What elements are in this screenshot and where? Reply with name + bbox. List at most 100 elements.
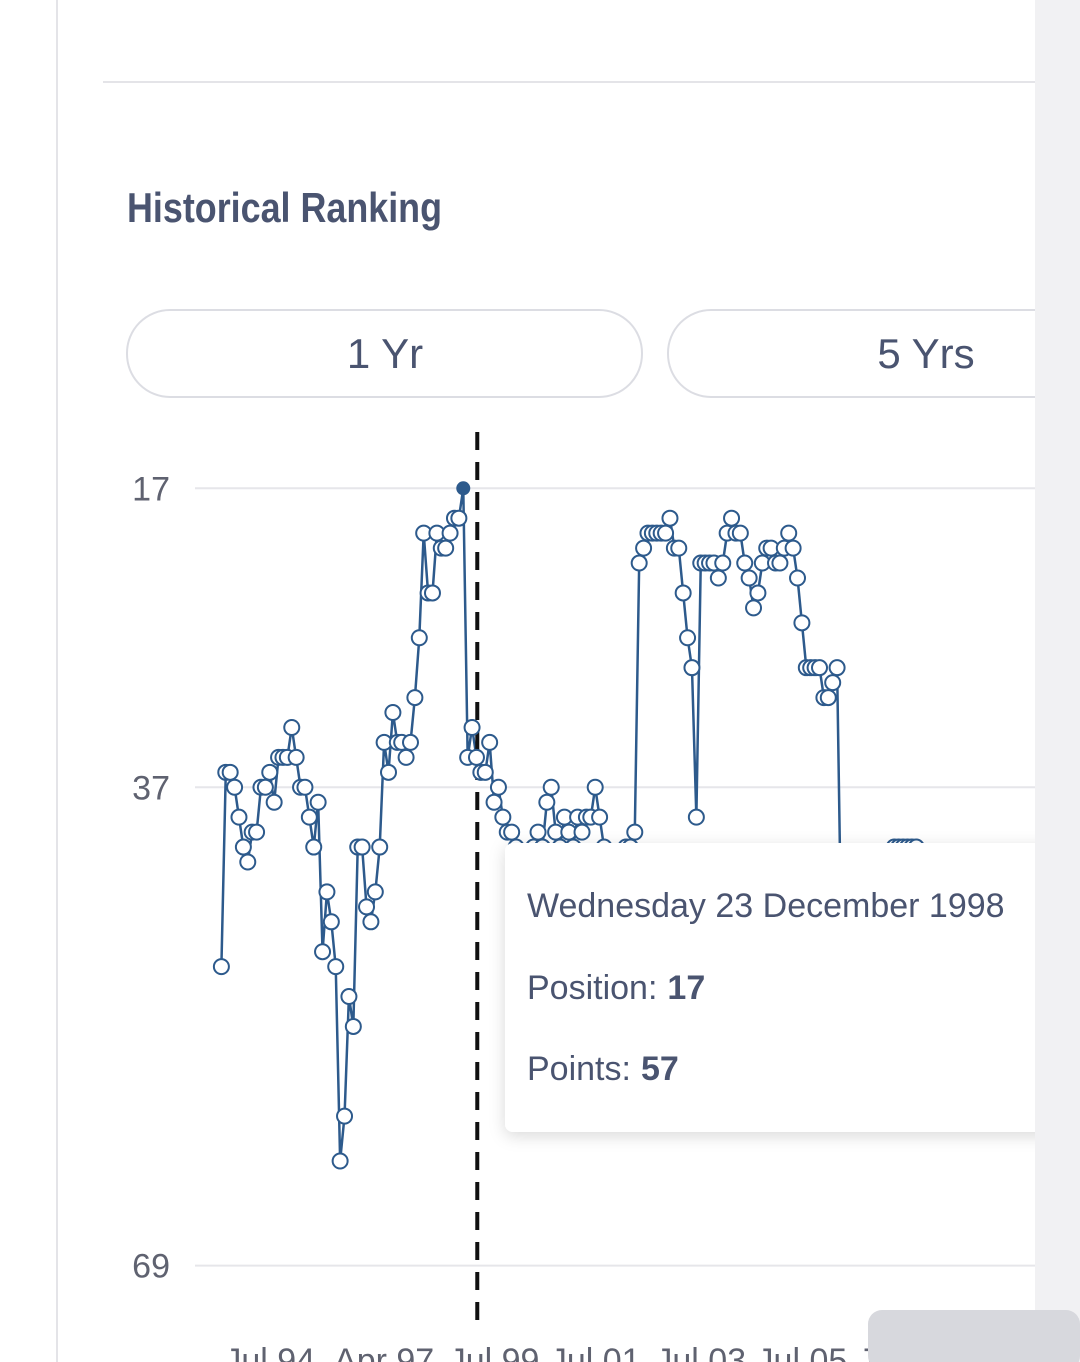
point	[239, 853, 257, 871]
hover-point	[456, 481, 471, 496]
point	[489, 778, 507, 796]
x-tick-label: Apr 97	[334, 1342, 434, 1362]
tooltip-label: Points:	[527, 1050, 631, 1088]
point	[740, 569, 758, 587]
point	[256, 778, 274, 796]
point	[745, 599, 763, 617]
section-title: Historical Ranking	[127, 184, 442, 231]
range-button[interactable]: 5 Yrs	[667, 309, 1080, 398]
point	[591, 808, 609, 826]
x-tick-label: Jul 01	[550, 1342, 641, 1362]
tooltip: Wednesday 23 December 1998 Position: 17Po…	[505, 843, 1035, 1132]
point	[221, 763, 239, 781]
point	[287, 748, 305, 766]
point	[723, 509, 741, 527]
point	[397, 748, 415, 766]
point	[265, 793, 283, 811]
tooltip-box	[505, 843, 1035, 1132]
point	[635, 539, 653, 557]
point	[749, 584, 767, 602]
button-label[interactable]: 1 Yr	[347, 330, 423, 377]
x-tick-label: Jul 99	[449, 1342, 540, 1362]
point	[542, 778, 560, 796]
point	[406, 689, 424, 707]
point	[234, 838, 252, 856]
point	[327, 958, 345, 976]
point	[626, 823, 644, 841]
point	[485, 793, 503, 811]
point	[212, 958, 230, 976]
point	[529, 823, 547, 841]
point	[380, 763, 398, 781]
point	[423, 584, 441, 602]
point	[340, 988, 358, 1006]
point	[318, 883, 336, 901]
point	[503, 823, 521, 841]
point	[450, 509, 468, 527]
point	[441, 524, 459, 542]
point	[714, 554, 732, 572]
button-label[interactable]: 5 Yrs	[877, 330, 974, 377]
point	[384, 704, 402, 722]
x-tick-label: Jul 05	[757, 1342, 848, 1362]
point	[780, 524, 798, 542]
point	[709, 569, 727, 587]
scroll-handle[interactable]	[868, 1310, 1080, 1362]
point	[538, 793, 556, 811]
point	[481, 733, 499, 751]
point	[828, 659, 846, 677]
point	[793, 614, 811, 632]
y-tick-label: 17	[132, 470, 170, 508]
point	[300, 808, 318, 826]
point	[362, 913, 380, 931]
point	[314, 943, 332, 961]
point	[687, 808, 705, 826]
point	[305, 838, 323, 856]
point	[476, 763, 494, 781]
point	[731, 524, 749, 542]
point	[674, 584, 692, 602]
point	[784, 539, 802, 557]
point	[494, 808, 512, 826]
point	[296, 778, 314, 796]
point	[661, 509, 679, 527]
y-tick-label: 69	[132, 1248, 170, 1286]
point	[437, 539, 455, 557]
point	[410, 629, 428, 647]
tooltip-row: Position: 17	[527, 969, 705, 1007]
point	[824, 674, 842, 692]
point	[573, 823, 591, 841]
point	[366, 883, 384, 901]
point	[586, 778, 604, 796]
point	[401, 733, 419, 751]
point	[679, 629, 697, 647]
point	[789, 569, 807, 587]
point	[358, 898, 376, 916]
point	[371, 838, 389, 856]
point	[322, 913, 340, 931]
point	[353, 838, 371, 856]
button-shape[interactable]	[667, 309, 1080, 398]
point	[248, 823, 266, 841]
point	[811, 659, 829, 677]
point	[336, 1107, 354, 1125]
button-shape[interactable]	[126, 309, 643, 398]
side-strip	[1035, 0, 1080, 1362]
point	[670, 539, 688, 557]
point	[226, 778, 244, 796]
point	[736, 554, 754, 572]
point	[630, 554, 648, 572]
point	[771, 554, 789, 572]
point	[819, 689, 837, 707]
point	[283, 718, 301, 736]
tooltip-value: 57	[641, 1050, 679, 1088]
tooltip-value: 17	[667, 969, 705, 1007]
x-tick-label: Jul 03	[655, 1342, 746, 1362]
range-button[interactable]: 1 Yr	[126, 309, 643, 398]
point	[230, 808, 248, 826]
point	[331, 1152, 349, 1170]
point	[261, 763, 279, 781]
point	[344, 1017, 362, 1035]
